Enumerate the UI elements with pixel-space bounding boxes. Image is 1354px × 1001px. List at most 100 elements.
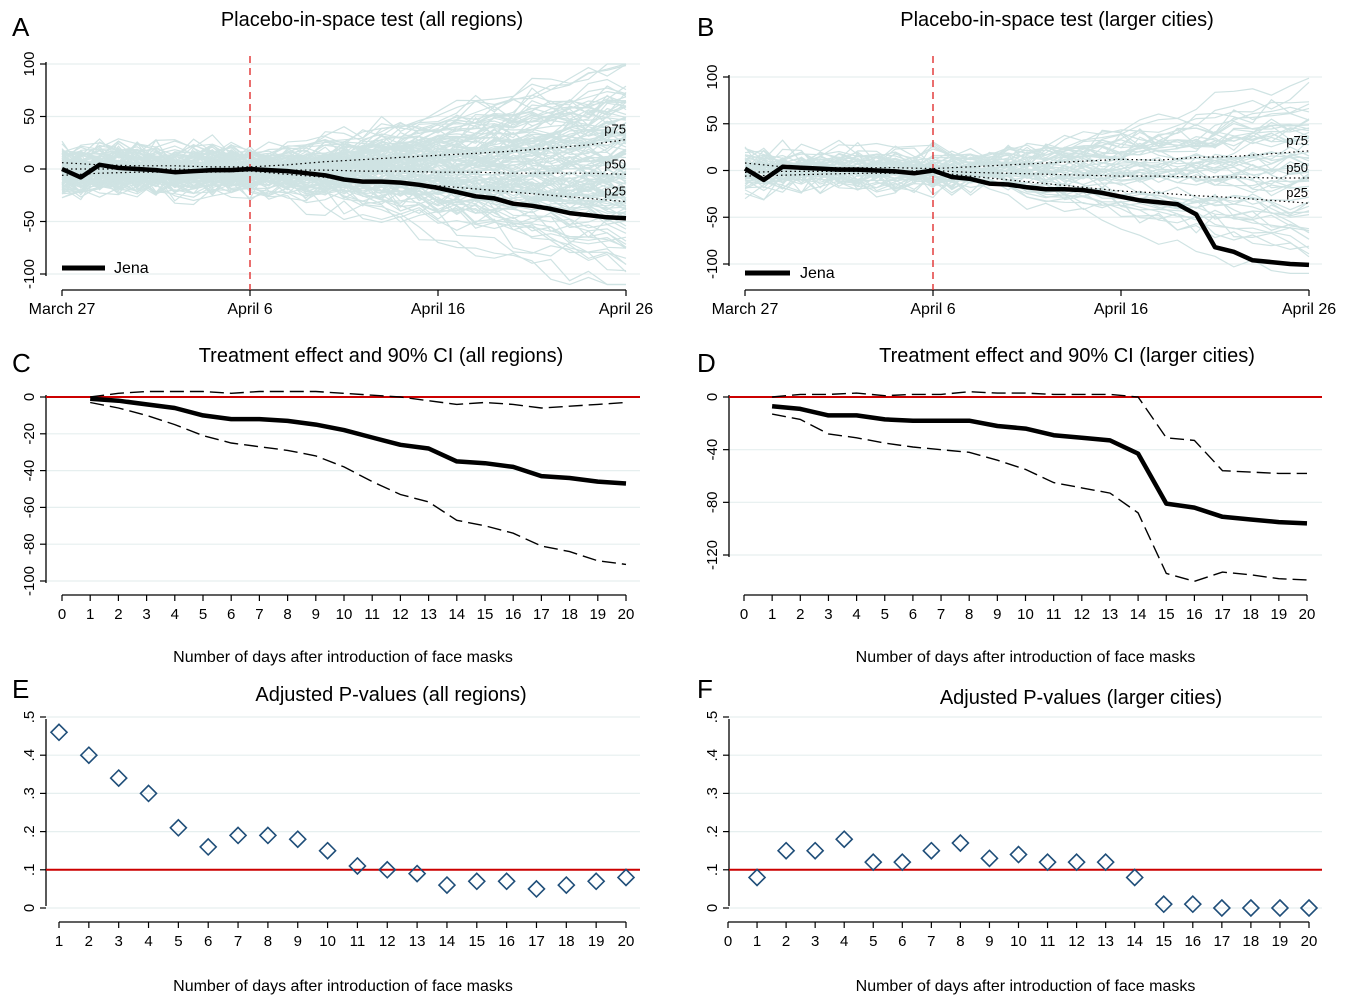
y-tick-label: .2 [21,825,38,838]
x-tick-label: 15 [477,606,494,623]
y-tick-label: 0 [704,393,721,401]
pvalue-marker [109,768,128,788]
ci-lower-line [771,413,1308,583]
pvalue-marker [951,833,970,853]
percentile-label-p25: p25 [1286,185,1308,200]
y-tick-label: -80 [704,491,721,513]
x-tick-label: 4 [852,606,860,623]
x-tick-label: 8 [283,606,291,623]
panel-b: 100 50 0 -50 -100 March 27 April 6 April 16 Apri… [697,9,1336,318]
x-tick-label: 13 [1102,606,1119,623]
pvalue-marker [806,841,825,860]
x-tick-label: 15 [1158,606,1175,623]
y-tick-label: -80 [21,533,38,555]
x-tick-label: 12 [379,933,396,950]
x-tick-label: 19 [1271,606,1288,623]
x-tick-label: 15 [1155,933,1172,950]
pvalue-marker [318,841,337,860]
x-tick-label: 17 [1214,933,1231,950]
placebo-line [744,145,1310,175]
placebo-group [744,77,1310,274]
x-tick-label: 1 [753,933,761,950]
pvalue-marker [1096,853,1115,872]
x-tick-label: 8 [264,933,272,950]
panel-letter: F [697,674,713,704]
pvalue-marker [258,826,278,845]
x-tick-label: 7 [234,933,242,950]
jena-line [743,164,1310,268]
placebo-line [61,90,627,168]
y-tick-label: 100 [704,64,721,89]
pvalue-marker [1038,853,1057,872]
pvalue-marker [1212,898,1231,918]
x-tick-label: 1 [768,606,776,623]
placebo-group [61,63,627,286]
x-tick-label: 8 [956,933,964,950]
panel-letter: C [12,348,31,378]
pvalue-marker [776,841,796,860]
x-tick-label: 20 [1301,933,1318,950]
x-tick-label: 5 [881,606,889,623]
percentile-label-p75: p75 [1286,133,1308,148]
x-tick-label: 6 [909,606,917,623]
pvalue-marker [616,868,636,887]
x-tick-label: 14 [448,606,465,623]
placebo-line [61,118,627,188]
x-tick-label: 17 [1214,606,1231,623]
pvalue-marker [557,875,576,895]
chart-title: Placebo-in-space test (all regions) [221,9,523,31]
x-tick-label: 14 [1126,933,1143,950]
jena-line [61,162,627,221]
pvalue-marker [1009,845,1028,864]
x-tick-label: 9 [993,606,1001,623]
placebo-line [61,138,627,215]
placebo-line [61,144,627,185]
x-tick-label: 5 [174,933,182,950]
pvalue-marker [228,826,248,845]
x-tick-label: 0 [58,606,66,623]
x-tick-label: April 26 [1282,301,1336,318]
x-tick-label: 7 [937,606,945,623]
x-tick-label: 2 [114,606,122,623]
x-tick-label: 4 [171,606,179,623]
x-tick-label: 9 [294,933,302,950]
pvalue-marker [49,723,69,742]
x-tick-label: 17 [533,606,550,623]
placebo-line [744,135,1310,180]
pvalue-marker [747,868,767,887]
x-tick-label: 7 [927,933,935,950]
x-tick-label: 3 [824,606,832,623]
x-tick-label: 11 [350,933,366,950]
x-tick-label: April 6 [910,301,955,318]
x-tick-label: 2 [782,933,790,950]
x-tick-label: 6 [227,606,235,623]
x-tick-label: 16 [1186,606,1203,623]
x-tick-label: 0 [724,933,732,950]
pvalue-marker [864,853,883,872]
pvalue-marker [437,875,457,895]
x-tick-label: 1 [86,606,94,623]
x-tick-label: 14 [1130,606,1147,623]
x-tick-label: March 27 [712,301,779,318]
y-tick-label: -40 [21,460,38,482]
x-tick-label: 19 [588,933,605,950]
placebo-line [744,150,1310,211]
x-tick-label: 13 [409,933,426,950]
pvalue-marker [980,849,999,868]
panel-letter: D [697,348,716,378]
x-tick-label: April 16 [1094,301,1148,318]
y-tick-label: -40 [704,439,721,461]
y-tick-label: .1 [704,864,721,877]
pvalue-marker [587,872,606,891]
ci-lower-line [90,401,627,566]
x-tick-label: 14 [439,933,456,950]
placebo-line [61,141,627,197]
y-tick-label: 0 [21,165,38,173]
x-tick-label: 9 [312,606,320,623]
placebo-line [744,101,1310,173]
x-tick-label: 13 [420,606,437,623]
pvalue-marker [1183,895,1202,914]
panel-letter: E [12,674,29,704]
y-tick-label: 100 [21,51,38,76]
percentile-label-p25: p25 [604,184,626,199]
